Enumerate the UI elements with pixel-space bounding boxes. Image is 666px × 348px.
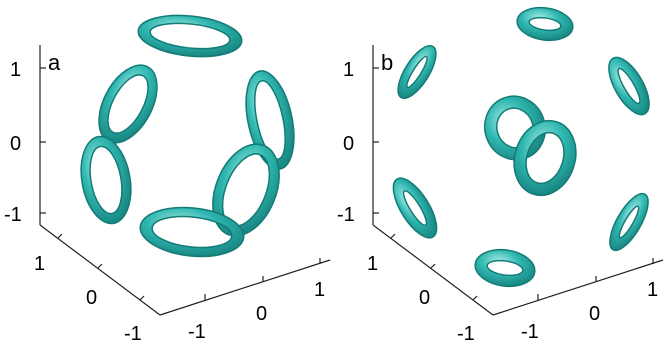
x-tick-label: -1 bbox=[124, 323, 142, 345]
z-tick-label: -1 bbox=[4, 204, 22, 226]
torus-upper-left bbox=[98, 64, 158, 144]
y-tick-label: 1 bbox=[647, 279, 658, 301]
torus-upper-left bbox=[397, 45, 437, 99]
x-tick-label: 0 bbox=[86, 287, 97, 309]
panel-b: b 1 0 -1 1 0 -1 -1 0 1 bbox=[333, 0, 666, 348]
x-tick-label: 1 bbox=[34, 253, 45, 275]
panel-a: a 1 0 -1 1 0 -1 -1 0 1 bbox=[4, 14, 331, 345]
torus-bottom bbox=[474, 248, 536, 288]
torus-lower-left bbox=[392, 177, 438, 239]
y-tick-label: 0 bbox=[256, 303, 267, 325]
z-tick-label: 1 bbox=[10, 59, 21, 81]
y-tick-label: 0 bbox=[589, 303, 600, 325]
torus-lower-left bbox=[80, 135, 132, 225]
torus-upper-right bbox=[608, 56, 650, 116]
panel-a-plot: a 1 0 -1 1 0 -1 -1 0 1 bbox=[4, 14, 331, 345]
panel-b-plot: b 1 0 -1 1 0 -1 -1 0 1 bbox=[337, 6, 664, 345]
panel-label: b bbox=[381, 50, 393, 75]
torus-lower-right bbox=[609, 192, 649, 252]
x-tick-label: 0 bbox=[419, 287, 430, 309]
z-tick-label: 0 bbox=[10, 133, 21, 155]
torus-center-front bbox=[513, 119, 577, 197]
torus-top bbox=[137, 14, 243, 58]
z-tick-label: 0 bbox=[343, 133, 354, 155]
x-tick-label: 1 bbox=[367, 253, 378, 275]
panel-label: a bbox=[48, 50, 61, 75]
torus-lower-right bbox=[212, 143, 280, 237]
z-tick-label: 1 bbox=[343, 59, 354, 81]
torus-bottom bbox=[139, 206, 245, 258]
y-tick-label: 1 bbox=[314, 279, 325, 301]
z-tick-label: -1 bbox=[337, 204, 355, 226]
y-axis-line bbox=[492, 259, 664, 316]
y-tick-label: -1 bbox=[521, 321, 539, 343]
x-axis-line bbox=[39, 224, 161, 316]
y-tick-label: -1 bbox=[188, 321, 206, 343]
x-tick-label: -1 bbox=[457, 323, 475, 345]
y-axis-line bbox=[159, 259, 331, 316]
x-axis-line bbox=[372, 224, 494, 316]
torus-top bbox=[516, 6, 574, 42]
